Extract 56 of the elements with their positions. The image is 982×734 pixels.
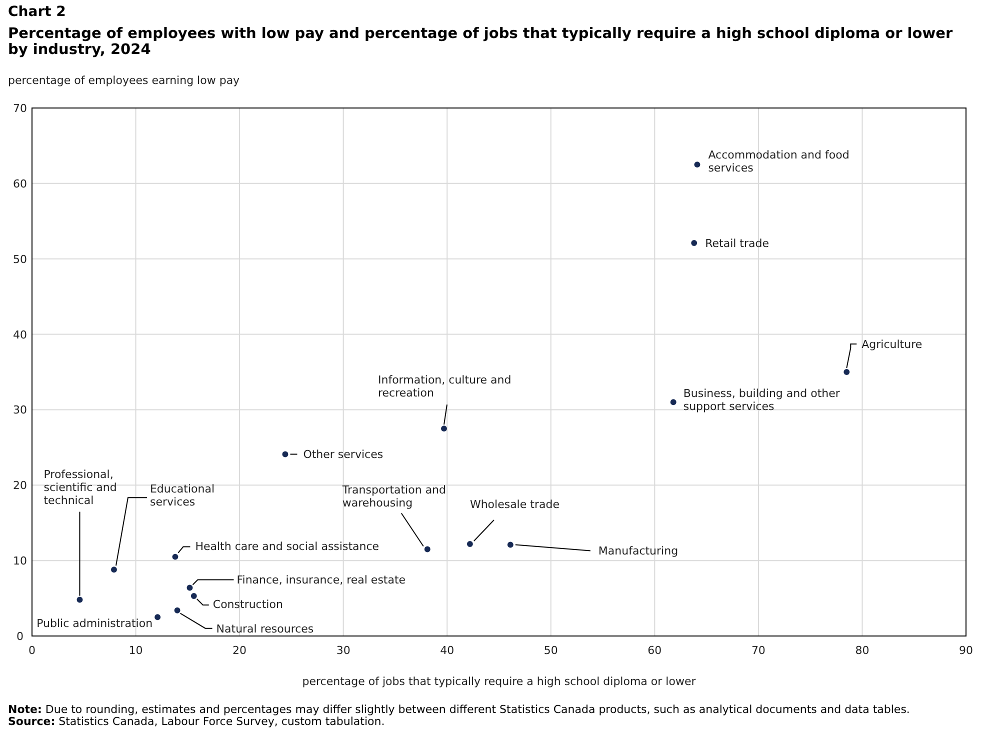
y-tick-label: 40	[13, 328, 27, 342]
y-tick-label: 0	[16, 630, 24, 643]
chart-subtitle: Percentage of employees with low pay and percentage of jobs that typically require a high school diploma or lower by industry, 2024	[8, 26, 954, 58]
annotation: Public administration	[36, 617, 153, 630]
annotation: Transportation and warehousing	[341, 483, 446, 510]
point	[441, 426, 447, 432]
annotation: Wholesale trade	[470, 498, 560, 511]
annotation: Other services	[303, 448, 384, 462]
y-tick-label: 10	[13, 554, 27, 568]
annotation: Agriculture	[862, 338, 922, 351]
annotation: Information, culture and recreation	[378, 374, 512, 400]
point	[424, 546, 430, 552]
source-note: Source: Statistics Canada, Labour Force Survey, custom tabulation.	[8, 715, 385, 728]
point	[282, 451, 288, 458]
y-tick-label: 70	[13, 102, 27, 115]
text: Note: Due to rounding, estimates and percentages may differ slightly between different Statistics Canada products, such as analytical documents and data tables.	[8, 703, 910, 716]
point	[186, 584, 193, 591]
point	[190, 593, 197, 599]
y-tick-label: 60	[13, 177, 27, 190]
x-tick-label: 0	[28, 644, 36, 657]
chart-title: Chart 2	[8, 4, 66, 20]
annotation: Manufacturing	[598, 544, 678, 558]
x-axis-title: percentage of jobs that typically require a high school diploma or lower	[302, 675, 696, 688]
point	[844, 369, 850, 375]
x-tick-label: 80	[855, 644, 870, 657]
annotation: Accommodation and food services	[708, 148, 850, 175]
annotation: Health care and social assistance	[195, 540, 380, 553]
x-tick-label: 20	[232, 644, 247, 657]
point	[691, 240, 698, 246]
annotation: Construction	[212, 598, 283, 612]
point	[694, 162, 700, 168]
x-tick-label: 90	[959, 644, 973, 657]
x-tick-label: 30	[336, 644, 350, 657]
x-tick-label: 40	[440, 644, 454, 657]
point	[172, 554, 178, 560]
x-tick-label: 70	[751, 644, 766, 657]
point	[466, 541, 473, 547]
annotation: Professional, scientific and technical	[44, 468, 117, 507]
annotation: Educational services	[150, 482, 215, 509]
x-tick-label: 50	[544, 644, 558, 657]
annotation: Retail trade	[705, 237, 770, 250]
y-axis-title: percentage of employees earning low pay	[8, 74, 240, 87]
y-tick-label: 30	[13, 404, 27, 417]
point	[174, 607, 180, 614]
point	[111, 566, 117, 573]
x-tick-label: 10	[128, 644, 143, 657]
point	[507, 542, 514, 548]
annotation: Finance, insurance, real estate	[236, 574, 406, 587]
x-tick-label: 60	[648, 644, 662, 657]
point	[154, 614, 161, 620]
point	[670, 399, 676, 406]
annotation: Natural resources	[216, 622, 314, 636]
point	[76, 596, 83, 603]
y-tick-label: 20	[13, 479, 27, 492]
y-tick-label: 50	[13, 252, 27, 266]
annotation: Business, building and other support services	[683, 387, 840, 414]
